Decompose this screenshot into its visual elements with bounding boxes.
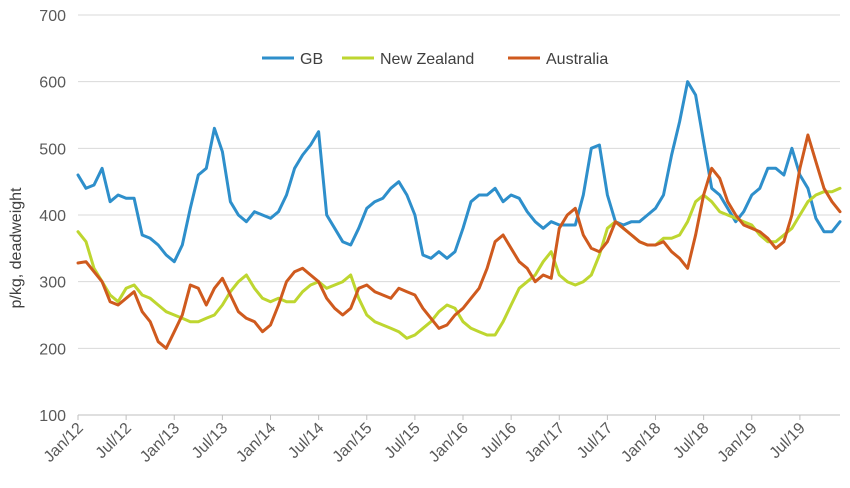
legend-label-gb: GB	[300, 51, 323, 68]
y-axis-title: p/kg, deadweight	[8, 187, 25, 309]
x-tick-label: Jan/17	[522, 420, 568, 466]
x-tick-label: Jan/12	[41, 420, 87, 466]
series-layer	[76, 80, 842, 350]
x-tick-label: Jan/16	[426, 420, 472, 466]
x-axis-ticks: Jan/12 Jul/12 Jan/13 Jul/13 Jan/14 Jul/14 Jan/…	[41, 415, 809, 466]
y-tick-label: 200	[39, 341, 66, 358]
y-tick-label: 300	[39, 275, 66, 292]
y-tick-label: 100	[39, 408, 66, 425]
x-tick-label: Jul/18	[670, 420, 712, 462]
series-line-new-zealand	[76, 186, 842, 340]
x-tick-label: Jul/16	[478, 420, 520, 462]
y-tick-label: 700	[39, 8, 66, 25]
y-tick-label: 400	[39, 208, 66, 225]
gridlines	[78, 14, 840, 416]
series-line-australia	[76, 133, 842, 350]
x-tick-label: Jul/15	[381, 420, 423, 462]
legend-label-australia: Australia	[546, 51, 608, 68]
y-axis-ticks: 100 200 300 400 500 600 700	[39, 8, 66, 425]
y-tick-label: 600	[39, 75, 66, 92]
x-tick-label: Jul/19	[767, 420, 809, 462]
x-tick-label: Jan/15	[330, 420, 376, 466]
x-tick-label: Jan/13	[137, 420, 183, 466]
x-tick-label: Jan/18	[618, 420, 664, 466]
legend-label-new-zealand: New Zealand	[380, 51, 474, 68]
x-tick-label: Jan/19	[715, 420, 761, 466]
x-tick-label: Jul/12	[93, 420, 135, 462]
y-tick-label: 500	[39, 141, 66, 158]
x-tick-label: Jul/17	[574, 420, 616, 462]
series-line-gb	[76, 80, 842, 264]
x-tick-label: Jul/13	[189, 420, 231, 462]
x-tick-label: Jan/14	[233, 420, 279, 466]
x-tick-label: Jul/14	[285, 420, 327, 462]
legend: GB New Zealand Australia	[262, 51, 608, 68]
